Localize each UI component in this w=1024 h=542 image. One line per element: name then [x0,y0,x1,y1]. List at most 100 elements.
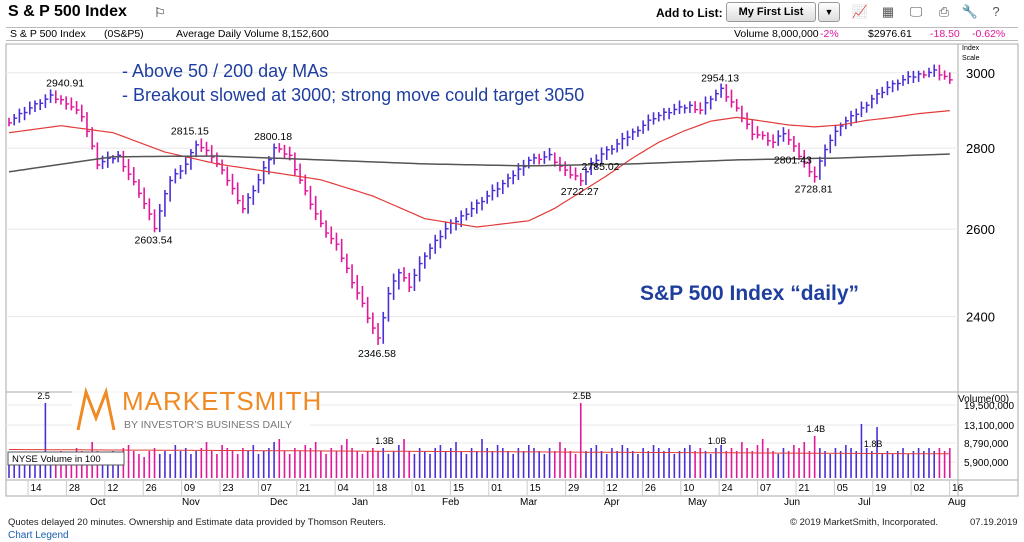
x-day-label: 29 [568,483,580,494]
chart-frame [5,43,1019,497]
x-day-label: 15 [453,483,465,494]
x-day-label: 10 [683,483,695,494]
price-label: 2940.91 [46,77,84,89]
logo-tagline: BY INVESTOR’S BUSINESS DAILY [124,419,292,431]
volume-average-line [9,449,950,455]
volume-label: 2.5 [37,391,50,401]
x-month-label: Oct [90,497,106,508]
x-day-label: 15 [530,483,542,494]
volume-label: 2.5B [573,391,592,401]
price-tick-label: 2800 [966,141,995,156]
volume-tick-label: 19,500,000 [964,401,1014,412]
wrench-icon[interactable]: 🔧 [961,4,979,19]
price-tick-label: 2600 [966,222,995,237]
info-symbol: (0S&P5) [104,28,144,40]
annotation-line-1: - Above 50 / 200 day MAs [122,61,328,81]
ma200-line [8,153,950,173]
marketsmith-logo: MARKETSMITH BY INVESTOR’S BUSINESS DAILY [72,380,322,438]
footer-date: 07.19.2019 [970,517,1018,528]
x-day-label: 04 [338,483,350,494]
x-day-label: 16 [952,483,964,494]
price-label: 2722.27 [561,186,599,198]
volume-tick-label: 8,790,000 [964,439,1009,450]
price-label: 2785.02 [582,161,620,173]
price-label: 2728.81 [795,183,833,195]
volume-label: 1.4B [807,424,826,434]
x-day-label: 21 [798,483,810,494]
list-select[interactable]: My First List [726,2,816,22]
volume-badge-box [7,451,125,466]
help-icon[interactable]: ? [992,4,1000,19]
price-label: 2800.18 [254,131,292,143]
volume-badge: NYSE Volume in 100 [12,454,101,465]
monitor-icon[interactable]: 🖵 [909,4,923,19]
x-day-label: 01 [414,483,426,494]
x-month-label: Jan [352,497,368,508]
price-label: 2603.54 [135,235,173,247]
x-day-label: 14 [30,483,42,494]
ma50-line [8,110,950,228]
volume-axis-title: Volume(00) [958,394,1009,405]
x-month-label: Aug [948,497,966,508]
top-toolbar: S & P 500 Index ⚐ Add to List: My First … [0,0,1024,26]
x-day-label: 26 [146,483,158,494]
line-chart-icon[interactable]: 📈 [851,4,869,19]
logo-wordmark: MARKETSMITH [122,386,322,416]
x-day-label: 24 [722,483,734,494]
footer-copyright: © 2019 MarketSmith, Incorporated. [790,517,938,528]
x-day-label: 12 [107,483,119,494]
chart-title: S&P 500 Index “daily” [640,282,859,305]
add-to-list-label: Add to List: [656,6,723,20]
x-day-label: 18 [376,483,388,494]
x-day-label: 02 [914,483,926,494]
chart-legend-link[interactable]: Chart Legend [8,530,69,541]
logo-mark [76,386,116,431]
info-price-change: -18.50 [930,28,960,40]
x-month-label: Apr [604,497,620,508]
x-day-label: 19 [875,483,887,494]
x-month-label: Dec [270,497,288,508]
price-label: 2954.13 [701,73,739,85]
x-month-label: May [688,497,707,508]
x-day-label: 07 [760,483,772,494]
x-day-label: 28 [69,483,81,494]
info-pct-change: -0.62% [972,28,1006,40]
price-tick-label: 2400 [966,310,995,325]
price-label: 2815.15 [171,125,209,137]
x-day-label: 12 [606,483,618,494]
volume-tick-label: 5,900,000 [964,458,1009,469]
x-day-label: 09 [184,483,196,494]
info-volume: Volume 8,000,000 [734,28,819,40]
print-icon[interactable]: ⎙ [938,4,950,19]
x-month-label: Mar [520,497,538,508]
footer-disclaimer: Quotes delayed 20 minutes. Ownership and… [8,517,386,528]
price-label: 2801.43 [774,155,812,167]
price-label: 2346.58 [358,348,396,360]
info-volume-change: -2% [820,28,839,40]
x-month-label: Nov [182,497,200,508]
x-month-label: Feb [442,497,460,508]
scale-label-scale: Scale [962,55,980,62]
x-day-label: 05 [837,483,849,494]
x-day-label: 07 [261,483,273,494]
x-day-label: 01 [491,483,503,494]
volume-label: 1.0B [708,436,727,446]
chevron-down-icon[interactable]: ▼ [818,2,840,22]
info-index-name: S & P 500 Index [10,28,86,40]
x-day-label: 26 [645,483,657,494]
x-day-label: 21 [299,483,311,494]
x-day-label: 23 [222,483,234,494]
volume-label: 1.3B [375,436,394,446]
scale-label-index: Index [962,45,980,52]
logo-backdrop [72,380,310,438]
flag-icon[interactable]: ⚐ [154,5,166,20]
price-tick-label: 3000 [966,66,995,81]
volume-tick-label: 13,100,000 [964,421,1014,432]
grid-icon[interactable]: ▦ [881,4,895,19]
info-avg-volume: Average Daily Volume 8,152,600 [176,28,329,40]
page-title: S & P 500 Index [8,3,127,20]
x-month-label: Jul [858,497,871,508]
annotation-line-2: - Breakout slowed at 3000; strong move c… [122,85,584,105]
volume-label: 1.8B [864,439,883,449]
